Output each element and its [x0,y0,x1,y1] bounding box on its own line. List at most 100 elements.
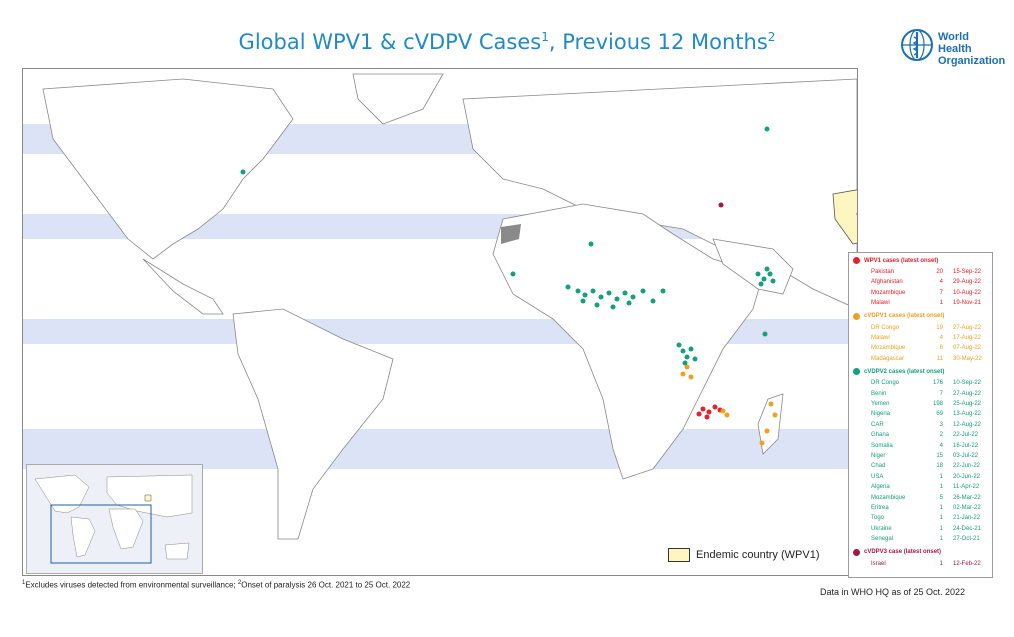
legend-country: Eritrea [871,505,889,511]
legend-heading-text: cVDPV2 cases (latest onset) [864,368,945,375]
legend-dot-cvdpv1 [853,312,860,320]
legend-date: 30-May-22 [953,355,982,362]
legend-row: Ukraine 1 24-Dec-21 [871,526,989,536]
legend-date: 27-Aug-22 [953,390,982,397]
legend-count: 176 [932,380,943,387]
legend-date: 13-Aug-22 [953,411,982,418]
legend-count: 4 [939,279,943,286]
legend-row: Israel 1 12-Feb-22 [871,561,989,571]
world-inset-map [26,464,203,574]
legend-country: Togo [871,515,885,522]
who-logo: World Health Organization [900,28,1005,67]
legend-country: Malawi [871,300,890,307]
legend-date: 22-Jul-22 [953,432,979,439]
legend-country: Ukraine [871,525,892,532]
legend-row: Niger 15 03-Jul-22 [871,453,989,463]
legend-row: Pakistan 20 15-Sep-22 [871,269,989,279]
legend-country: Senegal [871,536,894,543]
legend-country: Mozambique [871,345,906,352]
legend-heading-text: WPV1 cases (latest onset) [864,257,939,264]
legend-date: 12-Aug-22 [953,421,982,428]
legend-count: 198 [932,401,943,407]
legend-country: DR Congo [871,324,900,331]
legend-date: 27-Oct-21 [953,536,980,543]
legend-country: Algeria [871,484,890,491]
legend-count: 11 [936,355,943,362]
legend-count: 1 [939,536,943,543]
legend-date: 10-Sep-22 [953,380,982,387]
legend-row: Mozambique 5 26-Mar-22 [871,495,989,505]
legend-country: Pakistan [871,269,895,275]
legend-row: Senegal 1 27-Oct-21 [871,536,989,546]
legend-count: 19 [936,324,943,331]
legend-country: Nigeria [871,411,891,418]
legend-count: 1 [939,505,943,511]
data-note: Data in WHO HQ as of 25 Oct. 2022 [820,587,966,597]
legend-country: Mozambique [871,494,906,501]
legend-row: Malawi 1 19-Nov-21 [871,300,989,310]
legend-country: Yemen [871,401,890,407]
legend-row: Eritrea 1 02-Mar-22 [871,505,989,515]
legend-row: Mozambique 6 07-Aug-22 [871,345,989,355]
legend-row: Madagascar 11 30-May-22 [871,356,989,366]
legend-count: 15 [936,453,943,459]
legend-date: 10-Aug-22 [953,289,982,296]
legend-row: Somalia 4 16-Jul-22 [871,443,989,453]
legend-row: Malawi 4 17-Aug-22 [871,335,989,345]
legend-heading-cvdpv3: cVDPV3 case (latest onset) [853,548,942,556]
endemic-legend: Endemic country (WPV1) [668,548,819,562]
legend-country: Somalia [871,442,893,449]
legend-date: 29-Aug-22 [953,279,982,286]
legend-count: 4 [939,335,943,341]
legend-country: USA [871,473,884,480]
legend-date: 19-Nov-21 [953,300,982,307]
legend-count: 3 [939,421,943,428]
footnote: 1Excludes viruses detected from environm… [22,580,411,590]
legend-heading-cvdpv2: cVDPV2 cases (latest onset) [853,368,945,376]
legend-count: 7 [939,390,943,397]
legend-count: 6 [939,345,943,352]
legend-date: 07-Aug-22 [953,345,982,352]
legend-count: 69 [936,411,943,418]
legend-country: Benin [871,390,887,397]
legend-dot-cvdpv3 [853,548,860,556]
legend-dot-wpv1 [853,257,860,264]
legend-heading-cvdpv1: cVDPV1 cases (latest onset) [853,312,944,320]
legend-date: 27-Aug-22 [953,324,982,331]
legend-date: 12-Feb-22 [953,560,981,567]
legend-date: 15-Sep-22 [953,269,982,275]
legend-heading-text: cVDPV3 case (latest onset) [864,549,942,556]
legend-country: DR Congo [871,380,900,387]
legend-panel: WPV1 cases (latest onset) Pakistan 20 15-Se… [848,252,993,578]
legend-count: 1 [939,525,943,532]
legend-date: 16-Jul-22 [953,442,979,449]
legend-count: 1 [939,515,943,522]
legend-row: CAR 3 12-Aug-22 [871,422,989,432]
legend-country: Israel [871,560,886,567]
legend-date: 25-Aug-22 [953,401,982,407]
logo-line2: Organization [938,55,1006,67]
legend-count: 4 [939,442,943,449]
legend-row: DR Congo 19 27-Aug-22 [871,325,989,335]
legend-heading-wpv1: WPV1 cases (latest onset) [853,257,938,264]
legend-count: 5 [939,494,943,501]
legend-count: 18 [936,463,943,470]
legend-row: Benin 7 27-Aug-22 [871,391,989,401]
world-map [22,68,858,576]
legend-count: 1 [939,473,943,480]
legend-date: 02-Mar-22 [953,505,981,511]
legend-date: 22-Jun-22 [953,463,981,470]
legend-count: 20 [936,269,943,275]
legend-country: Ghana [871,432,890,439]
legend-count: 1 [939,300,943,307]
legend-row: DR Congo 176 10-Sep-22 [871,380,989,390]
legend-count: 1 [939,484,943,491]
legend-country: CAR [871,421,884,428]
legend-date: 20-Jun-22 [953,473,981,480]
legend-row: Algeria 1 11-Apr-22 [871,484,989,494]
legend-country: Madagascar [871,355,905,362]
legend-row: Nigeria 69 13-Aug-22 [871,411,989,421]
page-title: Global WPV1 & cVDPV Cases1, Previous 12 … [238,30,776,54]
legend-country: Malawi [871,335,890,341]
legend-count: 7 [939,289,943,296]
